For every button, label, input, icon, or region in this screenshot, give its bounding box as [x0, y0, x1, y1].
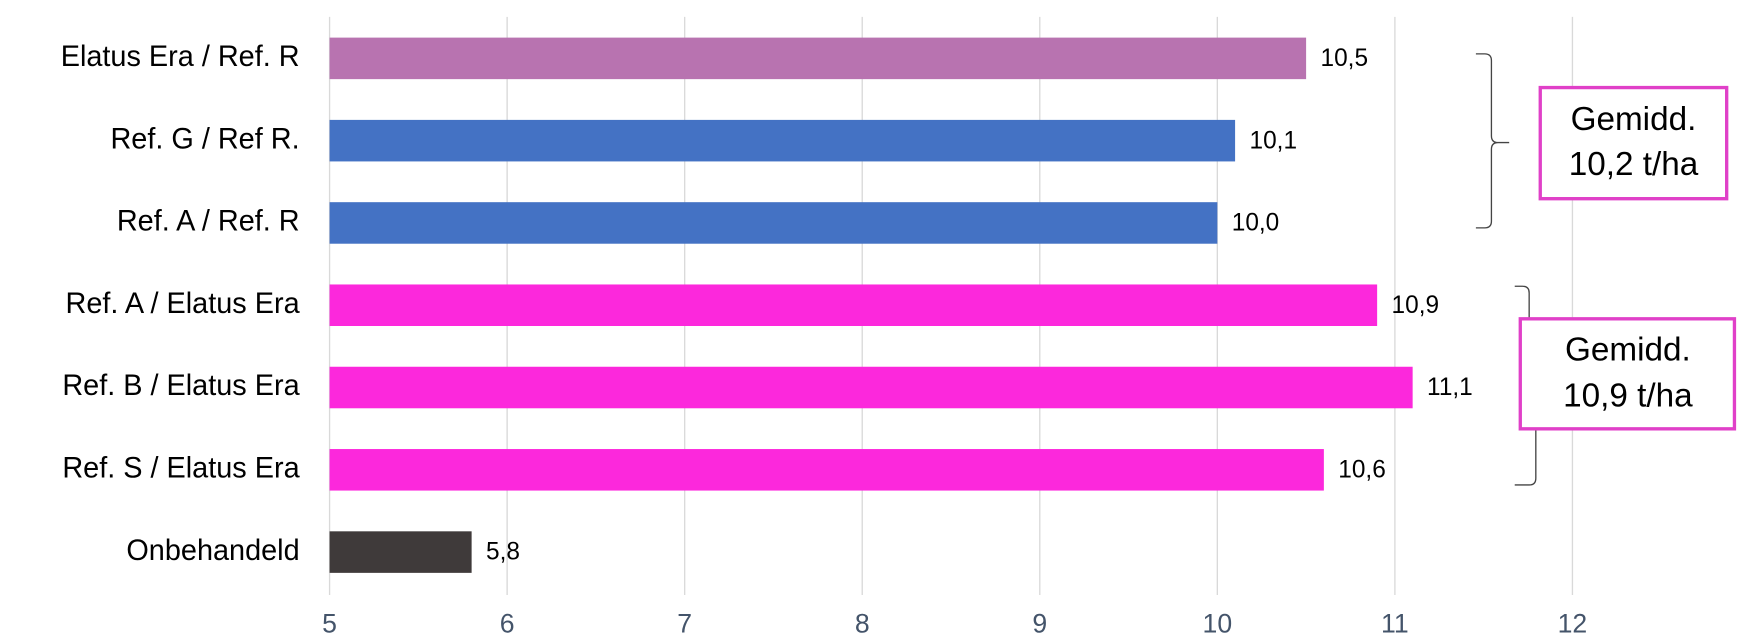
x-tick-label: 11: [1381, 608, 1409, 638]
bar: [329, 531, 472, 573]
x-tick-label: 9: [1032, 608, 1047, 638]
x-tick-label: 7: [677, 608, 692, 638]
value-label: 10,9: [1392, 292, 1440, 319]
category-label: Ref. G / Ref R.: [110, 123, 299, 155]
annotation-text: 10,9 t/ha: [1563, 377, 1693, 414]
category-label: Ref. B / Elatus Era: [62, 370, 300, 402]
brace: [1475, 53, 1510, 229]
x-tick-label: 12: [1558, 608, 1588, 638]
category-label: Onbehandeld: [126, 535, 299, 567]
bar: [329, 37, 1307, 80]
x-tick-label: 6: [500, 608, 515, 638]
category-label: Ref. S / Elatus Era: [62, 452, 300, 484]
x-tick-label: 5: [322, 608, 337, 638]
value-label: 10,1: [1250, 127, 1298, 154]
bar: [329, 202, 1218, 244]
bar: [329, 366, 1413, 409]
bar: [329, 284, 1378, 327]
value-label: 5,8: [486, 539, 520, 566]
category-label: Ref. A / Ref. R: [117, 206, 300, 238]
bar: [329, 119, 1236, 162]
value-label: 10,6: [1338, 456, 1386, 483]
category-label: Ref. A / Elatus Era: [66, 288, 301, 320]
annotation-box: [1538, 85, 1729, 201]
x-tick-label: 8: [855, 608, 870, 638]
value-label: 10,0: [1232, 209, 1280, 236]
annotation-text: Gemidd.: [1565, 331, 1691, 368]
annotation-box: [1518, 317, 1737, 431]
x-tick-label: 10: [1203, 608, 1233, 638]
value-label: 11,1: [1427, 374, 1473, 401]
value-label: 10,5: [1321, 45, 1369, 72]
annotation-text: Gemidd.: [1571, 101, 1697, 138]
category-label: Elatus Era / Ref. R: [61, 41, 300, 73]
annotation-text: 10,2 t/ha: [1569, 146, 1699, 183]
bar: [329, 449, 1324, 491]
